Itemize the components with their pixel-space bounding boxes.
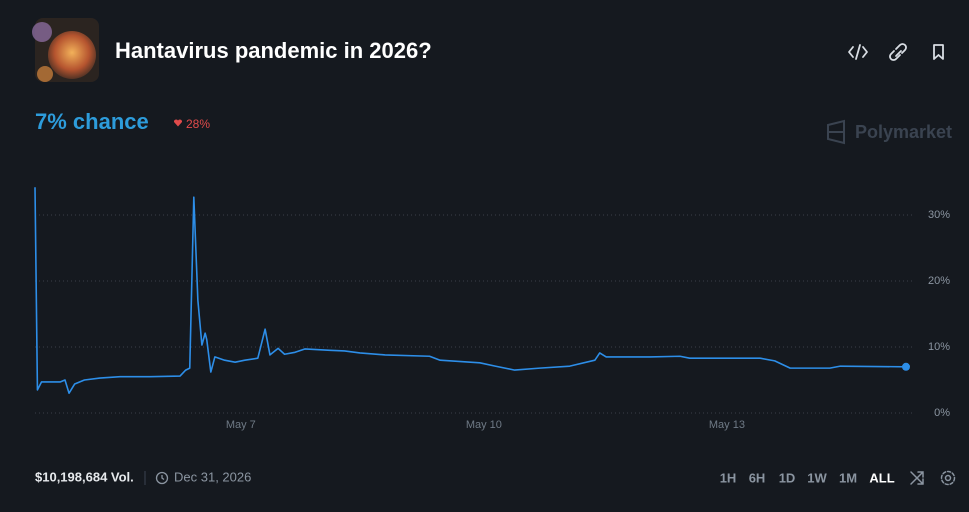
y-tick-label: 30% xyxy=(928,209,950,221)
change-label: 28% xyxy=(186,117,210,131)
settings-button[interactable] xyxy=(940,470,956,486)
range-button[interactable]: 1M xyxy=(839,470,857,485)
change-icon xyxy=(173,119,183,127)
x-tick-label: May 7 xyxy=(226,419,256,431)
x-tick-label: May 10 xyxy=(466,419,502,431)
shuffle-button[interactable] xyxy=(910,471,924,485)
y-tick-label: 0% xyxy=(934,407,950,419)
end-date-label: Dec 31, 2026 xyxy=(174,469,251,484)
bookmark-button[interactable] xyxy=(933,44,944,60)
brand-watermark: Polymarket xyxy=(827,119,952,145)
range-button[interactable]: ALL xyxy=(869,470,894,485)
clock-icon xyxy=(155,471,169,485)
copy-link-button[interactable] xyxy=(889,43,907,61)
y-tick-label: 20% xyxy=(928,275,950,287)
range-button[interactable]: 1W xyxy=(807,470,827,485)
volume-label: $10,198,684 Vol. xyxy=(35,469,134,484)
market-image xyxy=(32,18,99,82)
price-chart: 0% 10% 20% 30% May 7 May 10 May 13 xyxy=(34,187,950,431)
brand-label: Polymarket xyxy=(855,122,952,142)
y-tick-label: 10% xyxy=(928,341,950,353)
embed-button[interactable] xyxy=(848,44,868,60)
range-button[interactable]: 6H xyxy=(749,470,766,485)
price-line xyxy=(34,187,907,394)
range-selector: 1H 6H 1D 1W 1M ALL xyxy=(720,470,895,485)
market-title: Hantavirus pandemic in 2026? xyxy=(115,38,432,63)
x-tick-label: May 13 xyxy=(709,419,745,431)
range-button[interactable]: 1D xyxy=(779,470,796,485)
range-button[interactable]: 1H xyxy=(720,470,737,485)
chance-label: 7% chance xyxy=(35,109,149,134)
last-price-dot xyxy=(902,362,910,371)
